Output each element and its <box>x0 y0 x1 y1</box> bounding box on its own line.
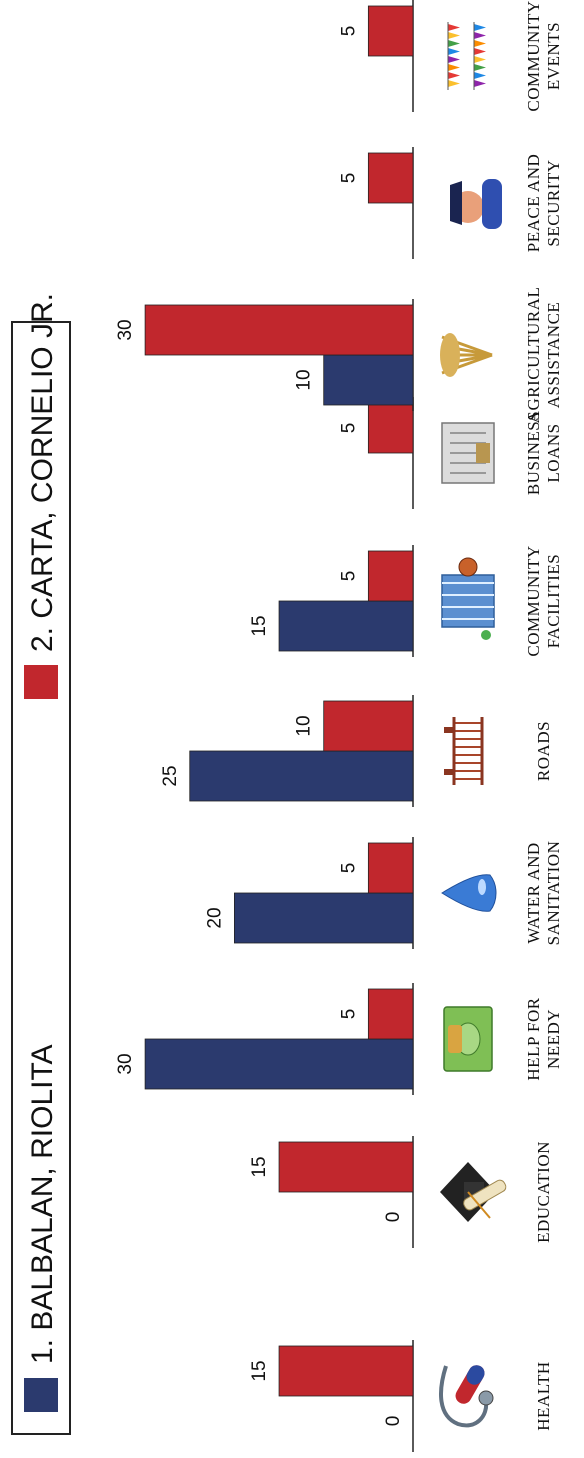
category-label: BUSINESS <box>524 411 543 495</box>
bar-balbalan <box>144 1038 414 1090</box>
bridge-icon <box>444 717 484 785</box>
bar-carta <box>323 700 414 752</box>
bar-carta <box>367 402 414 454</box>
category-label: COMMUNITY <box>524 0 543 111</box>
category-group: COMMUNITY FACILITIES <box>278 545 563 657</box>
category-label: SANITATION <box>544 841 563 946</box>
category-group: HELP FOR NEEDY <box>144 983 563 1095</box>
data-label-balbalan: 15 <box>249 615 270 636</box>
category-label: AGRICULTURAL <box>524 287 543 424</box>
category-label: COMMUNITY <box>524 545 543 656</box>
category-label: HEALTH <box>534 1361 553 1430</box>
bar-balbalan <box>278 600 414 652</box>
data-label-carta: 5 <box>338 571 359 582</box>
legend-swatch-carta <box>24 665 58 699</box>
category-label: EDUCATION <box>534 1141 553 1243</box>
category-label: FACILITIES <box>544 554 563 648</box>
data-label-balbalan: 20 <box>204 907 225 928</box>
bar-balbalan <box>189 750 414 802</box>
category-label: WATER AND <box>524 842 543 943</box>
bar-carta <box>367 152 414 204</box>
bunting-flags-icon <box>447 22 486 90</box>
category-group: BUSINESS LOANS <box>367 397 563 509</box>
category-group: EDUCATION <box>278 1136 553 1248</box>
category-label: PEACE AND <box>524 154 543 252</box>
data-label-carta: 10 <box>294 715 315 736</box>
data-label-carta: 5 <box>338 423 359 434</box>
data-label-carta: 15 <box>249 1360 270 1381</box>
bar-carta <box>367 550 414 602</box>
data-label-carta: 15 <box>249 1156 270 1177</box>
data-label-carta: 5 <box>338 173 359 184</box>
bar-carta <box>278 1345 414 1397</box>
category-group: ROADS <box>189 695 553 807</box>
data-label-balbalan: 30 <box>115 1053 136 1074</box>
bar-balbalan <box>233 892 414 944</box>
money-stack-icon <box>443 1006 493 1072</box>
legend-label-carta: 2. CARTA, CORNELIO JR. <box>26 293 59 652</box>
category-label: ROADS <box>534 721 553 781</box>
bar-carta <box>367 988 414 1040</box>
graduation-cap-diploma-icon <box>440 1162 507 1222</box>
data-label-balbalan: 10 <box>294 369 315 390</box>
category-label: LOANS <box>544 423 563 482</box>
data-label-carta: 5 <box>338 863 359 874</box>
category-group: PEACE AND SECURITY <box>367 147 563 259</box>
bar-carta <box>367 842 414 894</box>
data-label-balbalan: 0 <box>383 1212 404 1223</box>
bar-carta <box>278 1141 414 1193</box>
water-drop-icon <box>441 874 497 912</box>
data-label-carta: 30 <box>115 319 136 340</box>
legend-label-balbalan: 1. BALBALAN, RIOLITA <box>26 1044 59 1364</box>
legend-swatch-balbalan <box>24 1378 58 1412</box>
legend-frame <box>11 321 71 1435</box>
category-group: WATER AND SANITATION <box>233 837 563 949</box>
category-label: SECURITY <box>544 159 563 246</box>
category-group: COMMUNITY EVENTS <box>367 0 563 112</box>
police-officer-icon <box>450 179 502 229</box>
bar-balbalan <box>323 354 414 406</box>
wheat-icon <box>440 333 493 377</box>
data-label-balbalan: 25 <box>160 765 181 786</box>
bar-carta <box>367 5 414 57</box>
bar-carta <box>144 304 414 356</box>
data-label-carta: 5 <box>338 26 359 37</box>
category-label: HELP FOR <box>524 997 543 1080</box>
category-label: EVENTS <box>544 22 563 90</box>
stethoscope-pill-icon <box>439 1365 494 1428</box>
legend: 1. BALBALAN, RIOLITA 2. CARTA, CORNELIO … <box>11 293 71 1435</box>
category-group: AGRICULTURAL ASSISTANCE <box>144 287 563 424</box>
category-label: ASSISTANCE <box>544 302 563 409</box>
category-label: NEEDY <box>544 1009 563 1069</box>
building-basketball-icon <box>441 557 495 640</box>
bank-building-icon <box>441 422 495 484</box>
data-label-balbalan: 0 <box>383 1416 404 1427</box>
data-label-carta: 5 <box>338 1009 359 1020</box>
category-group: HEALTH <box>278 1340 553 1452</box>
